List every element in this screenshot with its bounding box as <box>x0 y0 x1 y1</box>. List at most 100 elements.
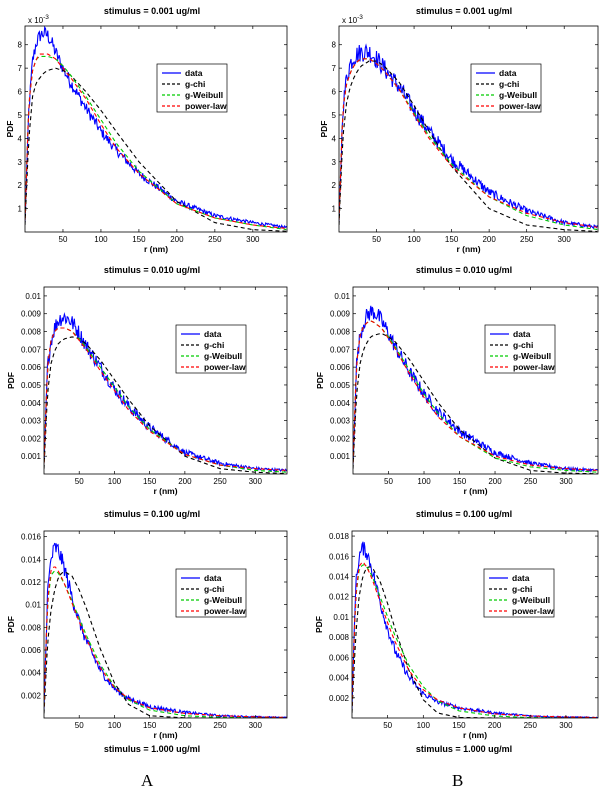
y-tick-label: 6 <box>18 88 23 97</box>
legend-entry: g-Weibull <box>204 595 242 605</box>
x-tick-label: 150 <box>445 235 459 244</box>
y-tick-label: 0.007 <box>330 345 351 354</box>
column-label-b: B <box>452 771 464 790</box>
y-tick-label: 0.005 <box>330 381 351 390</box>
y-tick-label: 0.01 <box>334 292 350 301</box>
y-tick-label: 0.002 <box>330 434 351 443</box>
x-tick-label: 150 <box>452 721 466 730</box>
x-axis-label: r (nm) <box>463 486 487 496</box>
y-tick-label: 0.008 <box>21 328 42 337</box>
y-tick-label: 0.01 <box>333 613 349 622</box>
series-g-chi <box>353 332 598 474</box>
legend-entry: g-Weibull <box>513 351 551 361</box>
chart-title: stimulus = 0.001 ug/ml <box>416 6 512 16</box>
x-tick-label: 250 <box>520 235 534 244</box>
y-tick-label: 0.006 <box>21 646 42 655</box>
y-tick-label: 0.012 <box>329 593 350 602</box>
x-tick-label: 150 <box>143 477 157 486</box>
legend-entry: power-law <box>204 362 246 372</box>
x-tick-label: 50 <box>384 477 393 486</box>
x-tick-label: 150 <box>132 235 146 244</box>
series-g-chi <box>44 336 287 474</box>
series-power-law <box>339 58 598 228</box>
y-tick-label: 0.008 <box>329 633 350 642</box>
chart-title: stimulus = 0.010 ug/ml <box>104 265 200 275</box>
y-tick-label: 0.016 <box>21 533 42 542</box>
legend-box <box>483 568 555 618</box>
bottom-title-b: stimulus = 1.000 ug/ml <box>416 744 512 754</box>
y-tick-label: 0.004 <box>21 669 42 678</box>
y-axis-label: PDF <box>6 372 16 389</box>
legend-entry: power-law <box>513 362 555 372</box>
chart-title: stimulus = 0.100 ug/ml <box>416 509 512 519</box>
legend-box <box>175 568 247 618</box>
series-g-weibull <box>44 570 287 718</box>
series-data <box>352 540 598 718</box>
y-tick-label: 0.01 <box>25 292 41 301</box>
y-tick-label: 5 <box>332 111 337 120</box>
legend-entry: g-chi <box>185 79 205 89</box>
axes-frame <box>338 25 599 233</box>
legend-entry: data <box>204 573 222 583</box>
x-axis-label: r (nm) <box>153 730 177 740</box>
y-tick-label: 0.009 <box>330 310 351 319</box>
x-tick-label: 50 <box>59 235 68 244</box>
y-tick-label: 0.018 <box>329 532 350 541</box>
series-g-weibull <box>339 58 598 231</box>
series-power-law <box>352 561 598 718</box>
x-tick-label: 250 <box>524 721 538 730</box>
y-tick-label: 0.006 <box>329 653 350 662</box>
axes-frame <box>351 530 599 719</box>
x-tick-label: 300 <box>559 477 573 486</box>
series-data <box>339 43 598 230</box>
x-tick-label: 200 <box>488 721 502 730</box>
plot-area <box>352 540 598 718</box>
x-tick-label: 300 <box>249 721 263 730</box>
x-tick-label: 300 <box>559 721 573 730</box>
x-tick-label: 50 <box>383 721 392 730</box>
y-tick-label: 0.001 <box>330 452 351 461</box>
y-tick-label: 0.003 <box>330 417 351 426</box>
y-exponent-label: x 10-3 <box>28 14 49 25</box>
x-tick-label: 100 <box>94 235 108 244</box>
x-tick-label: 200 <box>178 721 192 730</box>
chart-b1: stimulus = 0.001 ug/ml 50 100 150 200 250 300 1… <box>319 6 599 254</box>
chart-title: stimulus = 0.010 ug/ml <box>416 265 512 275</box>
x-tick-label: 200 <box>488 477 502 486</box>
y-tick-label: 2 <box>332 181 337 190</box>
legend-entry: g-chi <box>499 79 519 89</box>
x-tick-label: 100 <box>407 235 421 244</box>
series-g-weibull <box>353 320 598 473</box>
plot-area <box>25 26 287 232</box>
y-tick-label: 2 <box>18 181 23 190</box>
series-g-chi <box>44 571 287 718</box>
y-tick-label: 0.006 <box>21 363 42 372</box>
x-tick-label: 100 <box>417 721 431 730</box>
series-data <box>44 542 287 718</box>
plot-area <box>353 305 598 474</box>
y-tick-label: 0.008 <box>21 623 42 632</box>
legend-box <box>484 324 556 374</box>
y-tick-label: 0.004 <box>330 399 351 408</box>
chart-a1: stimulus = 0.001 ug/ml 50 100 150 200 250 300 1… <box>5 6 288 254</box>
y-tick-label: 0.007 <box>21 345 42 354</box>
x-tick-label: 250 <box>213 721 227 730</box>
x-tick-label: 100 <box>108 721 122 730</box>
axes-frame <box>352 286 599 475</box>
axes-frame <box>24 25 288 233</box>
x-tick-label: 200 <box>178 477 192 486</box>
x-tick-label: 300 <box>558 235 572 244</box>
x-tick-label: 250 <box>213 477 227 486</box>
legend-entry: g-Weibull <box>204 351 242 361</box>
y-tick-label: 8 <box>332 41 337 50</box>
bottom-title-a: stimulus = 1.000 ug/ml <box>104 744 200 754</box>
y-axis-label: PDF <box>315 372 325 389</box>
y-tick-label: 0.008 <box>330 328 351 337</box>
x-axis-label: r (nm) <box>144 244 168 254</box>
y-tick-label: 1 <box>18 205 23 214</box>
x-tick-label: 250 <box>524 477 538 486</box>
